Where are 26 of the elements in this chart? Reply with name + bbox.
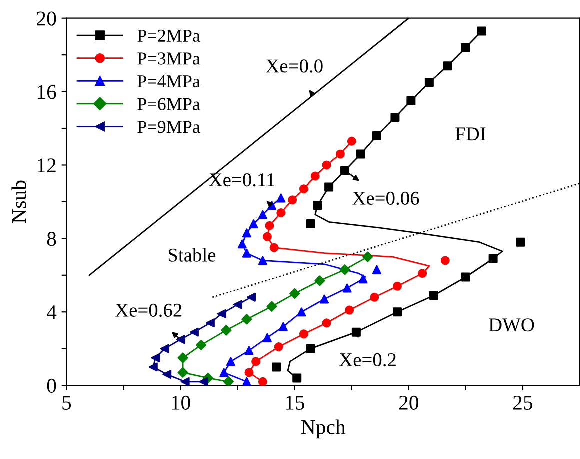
x-tick-label: 5 (62, 396, 72, 410)
x-tick-label: 25 (513, 396, 533, 410)
y-tick-label: 16 (38, 85, 56, 100)
x-axis-title: Npch (301, 420, 346, 439)
x-tick-label: 10 (172, 396, 190, 410)
x-tick-label: 20 (399, 396, 419, 410)
legend-label: P=3MPa (138, 52, 200, 65)
annotation: Xe=0.06 (352, 192, 420, 206)
y-tick-label: 20 (37, 12, 56, 26)
annotation: Xe=0.2 (339, 353, 396, 367)
y-tick-label: 12 (38, 158, 56, 172)
annotation: Xe=0.62 (115, 304, 182, 318)
annotation: Xe=0.11 (209, 174, 275, 187)
y-axis-title: Nsub (12, 180, 26, 224)
annotation: FDI (456, 128, 486, 141)
y-tick-label: 4 (46, 306, 57, 320)
legend-label: P=9MPa (138, 121, 200, 134)
x-tick-label: 15 (286, 396, 304, 410)
legend-label: P=6MPa (138, 98, 200, 110)
annotation: DWO (489, 318, 534, 332)
legend-label: P=4MPa (138, 76, 200, 88)
annotation: Xe=0.0 (266, 60, 323, 73)
y-tick-label: 0 (47, 378, 56, 393)
annotation: Stable (168, 248, 216, 262)
legend-label: P=2MPa (138, 30, 200, 42)
y-tick-label: 8 (47, 232, 56, 246)
